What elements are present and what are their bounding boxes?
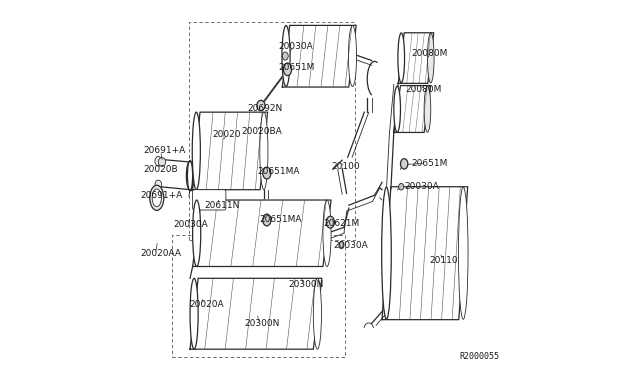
Text: 20020: 20020	[212, 130, 241, 139]
Text: 20611N: 20611N	[205, 201, 240, 210]
Ellipse shape	[458, 187, 468, 319]
Ellipse shape	[284, 63, 292, 76]
Text: 20110: 20110	[429, 256, 458, 265]
Text: 20300N: 20300N	[289, 280, 324, 289]
Ellipse shape	[428, 33, 434, 83]
Text: 20100: 20100	[331, 162, 360, 171]
Text: 20080M: 20080M	[406, 85, 442, 94]
Ellipse shape	[401, 159, 408, 169]
Ellipse shape	[150, 185, 164, 211]
Polygon shape	[282, 25, 356, 87]
Text: 20030A: 20030A	[278, 42, 314, 51]
Polygon shape	[382, 187, 468, 320]
Ellipse shape	[257, 100, 265, 111]
Polygon shape	[398, 33, 434, 83]
Polygon shape	[193, 112, 268, 190]
Ellipse shape	[424, 86, 431, 132]
Text: 20300N: 20300N	[244, 319, 280, 328]
Ellipse shape	[282, 52, 288, 60]
Ellipse shape	[323, 200, 331, 266]
Ellipse shape	[186, 161, 194, 190]
Ellipse shape	[399, 183, 404, 190]
Text: 20080M: 20080M	[412, 49, 448, 58]
Text: 20020BA: 20020BA	[242, 127, 282, 136]
Text: 20030A: 20030A	[173, 220, 208, 229]
Ellipse shape	[314, 278, 321, 349]
Ellipse shape	[155, 180, 162, 190]
Text: 20020AA: 20020AA	[141, 249, 182, 258]
Ellipse shape	[282, 26, 290, 87]
Ellipse shape	[155, 157, 162, 166]
Ellipse shape	[158, 158, 166, 166]
Text: 20651MA: 20651MA	[259, 215, 301, 224]
Ellipse shape	[260, 112, 268, 190]
Ellipse shape	[348, 26, 356, 87]
Text: 20030A: 20030A	[333, 241, 367, 250]
Ellipse shape	[398, 33, 404, 83]
Text: 20020B: 20020B	[143, 165, 178, 174]
Text: 20651MA: 20651MA	[257, 167, 300, 176]
Polygon shape	[193, 200, 331, 266]
Text: 20621M: 20621M	[324, 219, 360, 228]
Polygon shape	[394, 86, 431, 132]
Ellipse shape	[263, 167, 271, 179]
Text: 20691+A: 20691+A	[141, 191, 183, 200]
Text: 20691+A: 20691+A	[143, 147, 186, 155]
Text: 20651M: 20651M	[412, 158, 448, 168]
Ellipse shape	[326, 216, 334, 228]
Text: 20020A: 20020A	[189, 300, 223, 310]
Text: 20651M: 20651M	[278, 62, 315, 72]
Text: R2000055: R2000055	[459, 352, 499, 361]
Text: 20030A: 20030A	[404, 182, 439, 191]
Ellipse shape	[193, 200, 201, 266]
Ellipse shape	[190, 278, 198, 349]
Ellipse shape	[394, 86, 401, 132]
FancyBboxPatch shape	[193, 190, 226, 210]
Ellipse shape	[381, 187, 391, 319]
Ellipse shape	[192, 112, 200, 190]
Ellipse shape	[152, 189, 161, 207]
Polygon shape	[190, 278, 322, 349]
Ellipse shape	[263, 214, 271, 226]
Text: 20692N: 20692N	[247, 104, 282, 113]
Ellipse shape	[339, 241, 344, 249]
